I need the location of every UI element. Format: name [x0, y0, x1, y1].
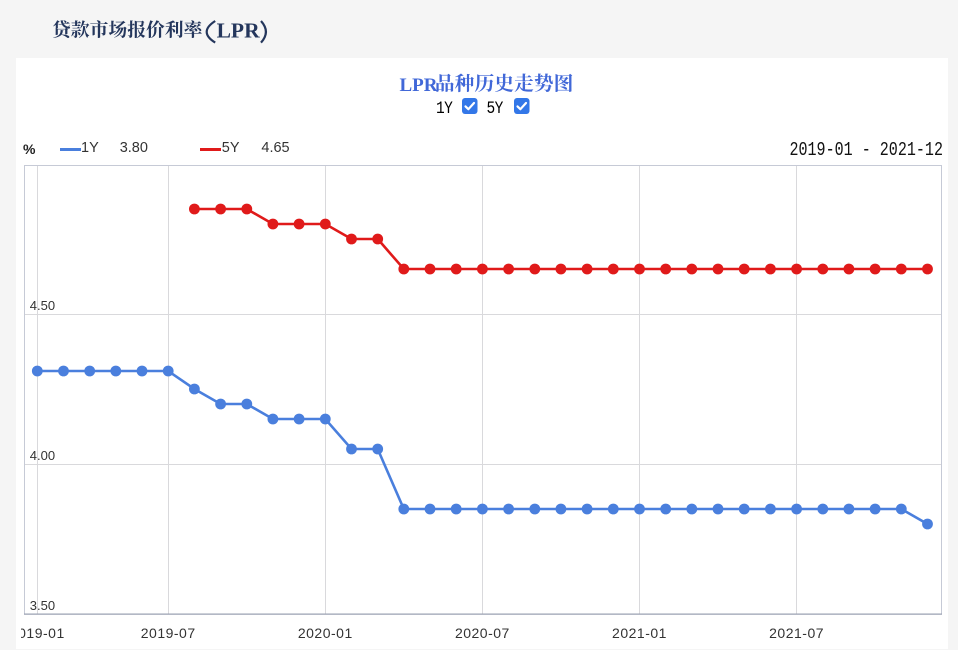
svg-text:LPR: LPR — [400, 75, 438, 96]
svg-text:LPR: LPR — [217, 19, 260, 42]
